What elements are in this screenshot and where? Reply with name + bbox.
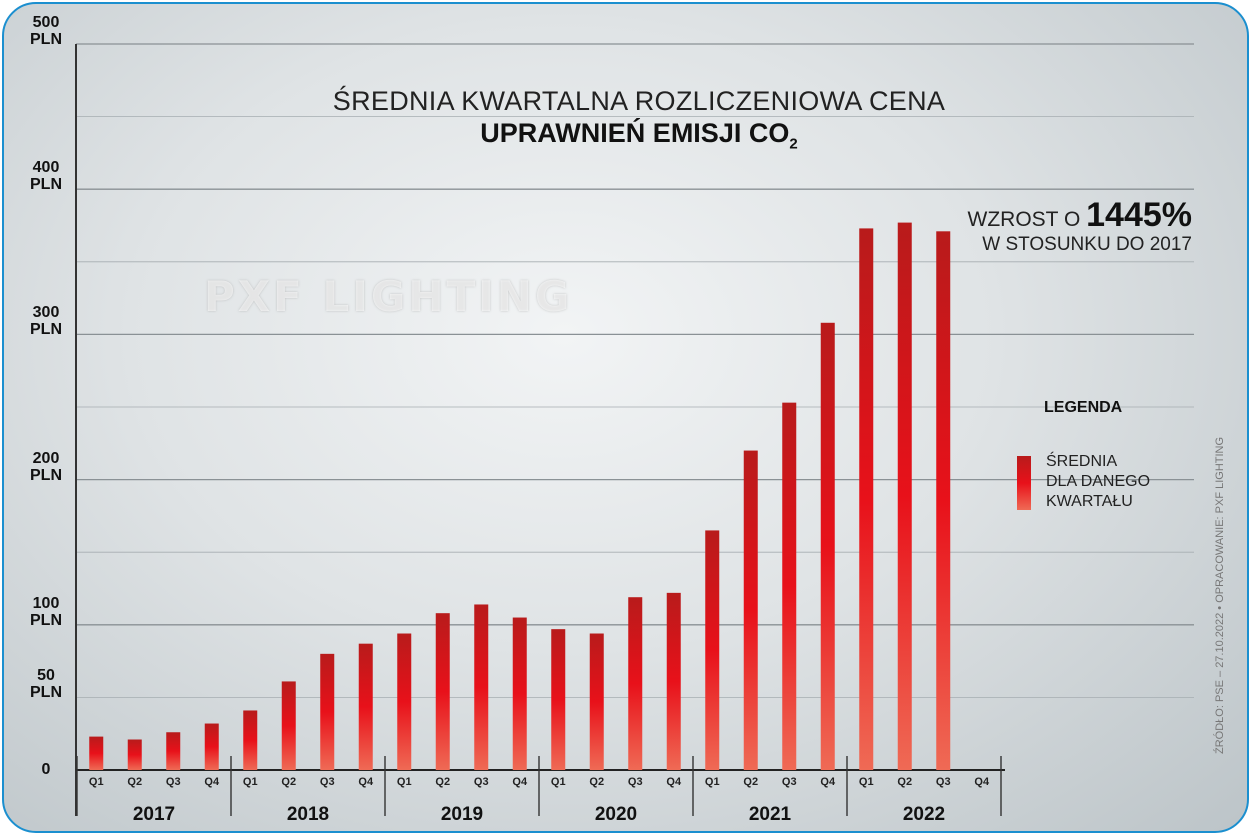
x-tick-label: Q1 xyxy=(242,776,258,788)
x-tick-label: Q4 xyxy=(204,776,220,788)
x-tick-label: Q2 xyxy=(281,776,297,788)
year-label: 2022 xyxy=(902,804,946,825)
bar-2018-q3 xyxy=(320,653,335,770)
x-tick-label: Q3 xyxy=(935,776,951,788)
chart-plot xyxy=(75,43,1194,816)
y-tick-label: 300 PLN xyxy=(30,304,62,339)
bar-2018-q1 xyxy=(243,710,258,770)
bar-2020-q3 xyxy=(628,597,643,770)
chart-title-line2: UPRAWNIEŃ EMISJI CO2 xyxy=(480,118,798,153)
x-tick-label: Q4 xyxy=(666,776,682,788)
x-tick-label: Q1 xyxy=(550,776,566,788)
growth-value: 1445% xyxy=(1086,196,1192,234)
bar-2019-q4 xyxy=(512,617,527,770)
x-tick-label: Q2 xyxy=(897,776,913,788)
bar-2021-q2 xyxy=(743,450,758,770)
legend-title: LEGENDA xyxy=(1044,399,1123,416)
bar-2018-q4 xyxy=(358,643,373,770)
bar-2022-q3 xyxy=(936,231,951,771)
x-tick-label: Q3 xyxy=(781,776,797,788)
bar-2017-q2 xyxy=(127,739,142,770)
growth-callout-note: W STOSUNKU DO 2017 xyxy=(982,234,1192,255)
x-tick-label: Q3 xyxy=(473,776,489,788)
x-tick-label: Q4 xyxy=(820,776,836,788)
year-label: 2020 xyxy=(594,804,638,825)
y-tick-label: 100 PLN xyxy=(30,594,62,629)
bar-2020-q2 xyxy=(589,633,604,770)
bar-2017-q1 xyxy=(89,736,104,770)
bar-2020-q1 xyxy=(551,629,566,770)
bar-2017-q3 xyxy=(166,732,181,770)
bar-2018-q2 xyxy=(281,681,296,770)
bar-2022-q2 xyxy=(897,222,912,770)
y-tick-label: 50 PLN xyxy=(30,667,62,702)
x-tick-label: Q2 xyxy=(743,776,759,788)
x-tick-label: Q1 xyxy=(396,776,412,788)
x-tick-label: Q3 xyxy=(627,776,643,788)
bar-2019-q3 xyxy=(474,604,489,770)
legend-label: ŚREDNIA DLA DANEGO KWARTAŁU xyxy=(1046,453,1151,510)
x-tick-label: Q4 xyxy=(512,776,528,788)
x-tick-label: Q2 xyxy=(435,776,451,788)
title-subscript: 2 xyxy=(789,135,798,153)
bar-2021-q1 xyxy=(705,530,720,770)
year-label: 2017 xyxy=(132,804,176,825)
year-label: 2021 xyxy=(748,804,792,825)
bar-2022-q1 xyxy=(859,228,874,771)
source-note: ŹRÓDŁO: PSE – 27.10.2022 • OPRACOWANIE: … xyxy=(1214,436,1226,754)
bar-2017-q4 xyxy=(204,723,219,770)
x-tick-label: Q1 xyxy=(704,776,720,788)
x-tick-label: Q4 xyxy=(974,776,990,788)
y-tick-label: 0 xyxy=(41,761,51,778)
y-tick-label: 200 PLN xyxy=(30,449,62,484)
x-tick-label: Q1 xyxy=(88,776,104,788)
x-tick-label: Q3 xyxy=(165,776,181,788)
bar-2020-q4 xyxy=(666,592,681,770)
x-tick-label: Q1 xyxy=(858,776,874,788)
watermark-logo: PXF LIGHTING xyxy=(204,272,573,321)
legend-swatch xyxy=(1017,456,1031,510)
chart-title-line1: ŚREDNIA KWARTALNA ROZLICZENIOWA CENA xyxy=(332,86,946,116)
y-tick-label: 500 PLN xyxy=(30,14,62,48)
year-label: 2019 xyxy=(440,804,484,825)
bar-2019-q2 xyxy=(435,613,450,770)
x-tick-label: Q2 xyxy=(127,776,143,788)
bar-2021-q3 xyxy=(782,402,797,770)
year-label: 2018 xyxy=(286,804,330,825)
x-tick-label: Q4 xyxy=(358,776,374,788)
bar-2019-q1 xyxy=(397,633,412,770)
x-tick-label: Q3 xyxy=(319,776,335,788)
growth-callout: WZROST O 1445% xyxy=(967,196,1193,234)
bar-2021-q4 xyxy=(820,322,835,770)
x-tick-label: Q2 xyxy=(589,776,605,788)
y-tick-label: 400 PLN xyxy=(30,159,62,194)
